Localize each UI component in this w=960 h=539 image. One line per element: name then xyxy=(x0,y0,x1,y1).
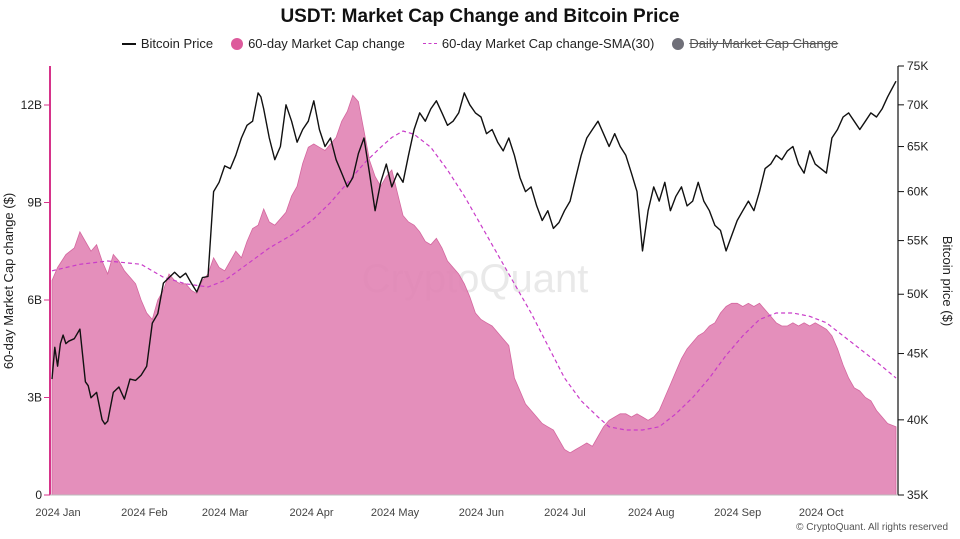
chart-legend: Bitcoin Price 60-day Market Cap change 6… xyxy=(0,36,960,51)
right-tick-label: 55K xyxy=(907,234,928,248)
bitcoin-price-line-path xyxy=(51,80,897,425)
legend-label-sma: 60-day Market Cap change-SMA(30) xyxy=(441,36,655,51)
gray-dot-icon xyxy=(672,37,685,50)
right-tick-label: 60K xyxy=(907,185,928,199)
x-tick-label: 2024 Aug xyxy=(628,507,675,519)
left-axis-ticks: 0 3B 6B 9B 12B xyxy=(21,98,50,502)
right-axis-ticks: 35K 40K 45K 50K 55K 60K 65K 70K 75K xyxy=(898,59,928,502)
x-tick-label: 2024 Jun xyxy=(459,507,504,519)
x-tick-label: 2024 Apr xyxy=(289,507,333,519)
pink-dot-icon xyxy=(231,37,244,50)
right-tick-label: 75K xyxy=(907,59,928,73)
x-tick-label: 2024 Mar xyxy=(202,507,249,519)
right-tick-label: 70K xyxy=(907,98,928,112)
right-tick-label: 65K xyxy=(907,140,928,154)
x-tick-label: 2024 Jan xyxy=(35,507,80,519)
left-tick-label: 9B xyxy=(27,196,42,210)
legend-item-daily-change[interactable]: Daily Market Cap Change xyxy=(672,36,838,51)
legend-item-bitcoin-price[interactable]: Bitcoin Price xyxy=(121,36,214,51)
left-tick-label: 12B xyxy=(21,98,42,112)
legend-item-market-cap-change[interactable]: 60-day Market Cap change xyxy=(231,36,405,51)
sma-line xyxy=(51,130,897,431)
x-tick-label: 2024 Feb xyxy=(121,507,167,519)
left-tick-label: 3B xyxy=(27,391,42,405)
right-tick-label: 35K xyxy=(907,488,928,502)
sma-line-path xyxy=(51,130,897,431)
x-tick-label: 2024 Jul xyxy=(544,507,586,519)
legend-item-sma[interactable]: 60-day Market Cap change-SMA(30) xyxy=(422,36,655,51)
legend-label-market-cap-change: 60-day Market Cap change xyxy=(248,36,405,51)
x-tick-label: 2024 Sep xyxy=(714,507,761,519)
market-cap-area-path xyxy=(51,94,897,496)
x-tick-label: 2024 Oct xyxy=(799,507,844,519)
left-tick-label: 6B xyxy=(27,293,42,307)
left-tick-label: 0 xyxy=(35,488,42,502)
bitcoin-price-line xyxy=(51,80,897,425)
right-axis-label: Bitcoin price ($) xyxy=(940,236,955,326)
x-tick-label: 2024 May xyxy=(371,507,420,519)
copyright-credit: © CryptoQuant. All rights reserved xyxy=(796,522,948,533)
left-axis-label: 60-day Market Cap change ($) xyxy=(1,193,16,369)
right-tick-label: 50K xyxy=(907,287,928,301)
right-tick-label: 40K xyxy=(907,413,928,427)
legend-label-daily-change: Daily Market Cap Change xyxy=(689,36,839,51)
dashed-line-swatch-icon xyxy=(422,43,437,44)
axes xyxy=(49,66,899,496)
market-cap-area xyxy=(51,94,897,496)
right-tick-label: 45K xyxy=(907,347,928,361)
legend-label-bitcoin-price: Bitcoin Price xyxy=(140,36,214,51)
x-axis-ticks: 2024 Jan 2024 Feb 2024 Mar 2024 Apr 2024 May… xyxy=(35,507,843,519)
chart-title: USDT: Market Cap Change and Bitcoin Pric… xyxy=(280,6,680,27)
line-swatch-icon xyxy=(121,42,136,45)
